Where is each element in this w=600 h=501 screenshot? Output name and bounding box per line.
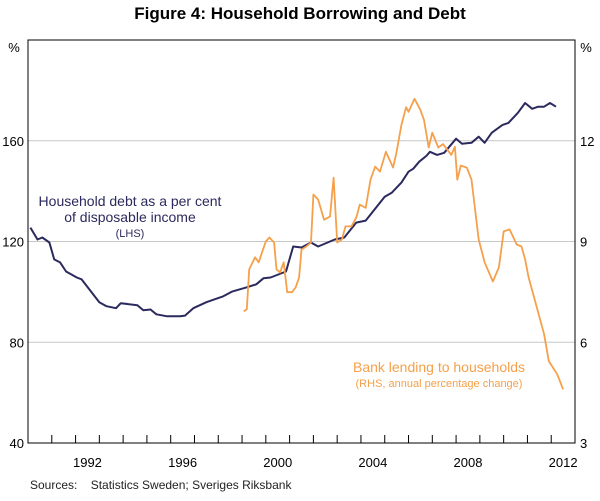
left-tick-label: 160 [2,134,24,149]
debt-series-label: of disposable income [64,209,196,225]
x-tick-label: 2012 [549,455,578,470]
lending-series-label: Bank lending to households [353,359,525,375]
household-debt-line [29,102,557,318]
right-tick-label: 6 [580,335,587,350]
right-tick-label: 9 [580,235,587,250]
x-tick-label: 1992 [73,455,102,470]
debt-series-label: (LHS) [116,228,145,240]
plot-frame [27,39,576,444]
x-tick-label: 2004 [358,455,387,470]
right-tick-label: 12 [580,134,594,149]
x-tick-label: 2000 [263,455,292,470]
left-unit-label: % [8,40,20,55]
left-tick-label: 80 [10,335,24,350]
debt-series-label: Household debt as a per cent [39,193,222,209]
bank-lending-line [243,97,564,390]
right-unit-label: % [580,40,592,55]
x-tick-label: 1996 [168,455,197,470]
right-tick-label: 3 [580,436,587,451]
left-tick-label: 120 [2,235,24,250]
left-tick-label: 40 [10,436,24,451]
chart-title: Figure 4: Household Borrowing and Debt [134,4,466,23]
x-tick-label: 2008 [454,455,483,470]
lending-series-label: (RHS, annual percentage change) [356,378,523,390]
source-note: Sources: Statistics Sweden; Sveriges Rik… [30,478,292,492]
